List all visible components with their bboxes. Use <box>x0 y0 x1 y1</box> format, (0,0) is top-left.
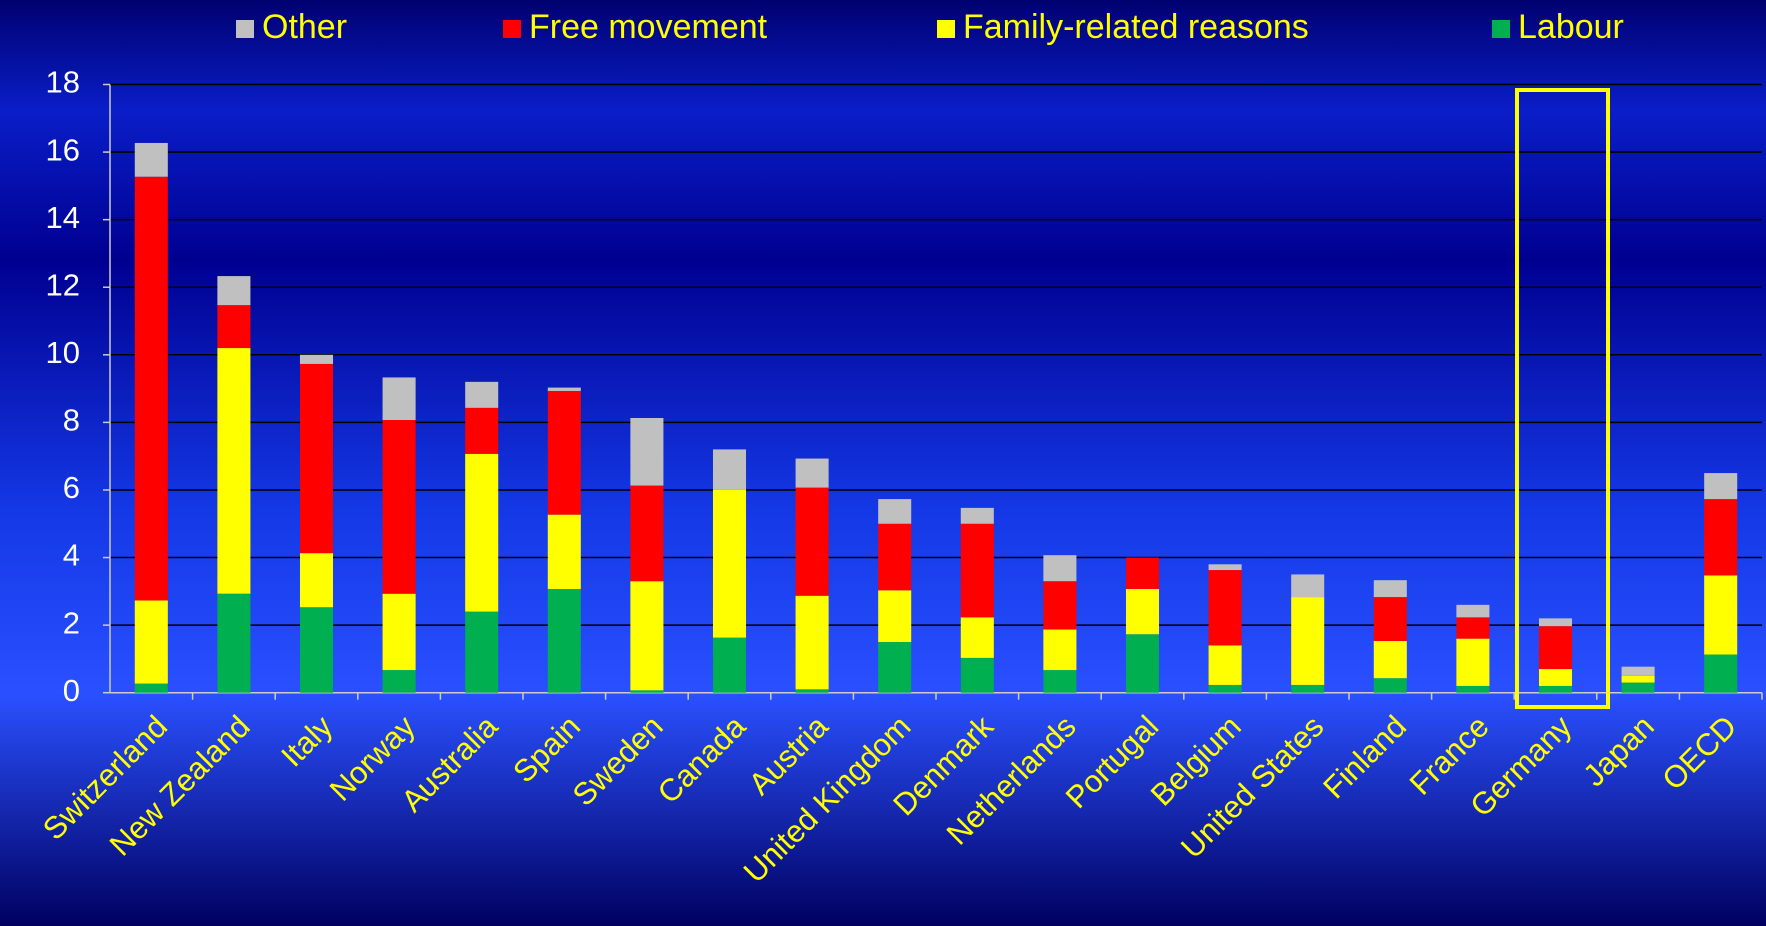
bar-segment <box>547 514 581 589</box>
legend-label: Other <box>262 8 347 46</box>
bar-segment <box>878 523 912 591</box>
bar-segment <box>1373 678 1407 693</box>
bar-segment <box>795 487 829 596</box>
bar-segment <box>134 600 168 684</box>
bar-segment <box>960 617 994 658</box>
bar-segment <box>134 683 168 693</box>
bar-segment <box>299 354 334 364</box>
bar-segment <box>1456 685 1490 693</box>
bar-segment <box>960 507 994 524</box>
legend-label: Family-related reasons <box>963 8 1309 46</box>
bar-segment <box>382 420 416 594</box>
bar-segment <box>878 590 912 643</box>
bar-segment <box>547 588 581 693</box>
bar-segment <box>1538 626 1573 670</box>
bar-segment <box>1704 575 1738 655</box>
bar-segment <box>134 176 168 601</box>
bar-segment <box>630 417 664 486</box>
bar-segment <box>1125 557 1160 589</box>
bar-segment <box>1538 685 1573 693</box>
y-tick-label: 4 <box>63 538 80 573</box>
bar-segment <box>1373 641 1407 679</box>
bar-segment <box>1373 597 1407 642</box>
bar-segment <box>382 593 416 671</box>
legend-label: Labour <box>1518 8 1624 46</box>
y-tick-label: 6 <box>63 470 80 505</box>
bar-segment <box>382 377 416 421</box>
bar-segment <box>1125 588 1160 635</box>
bar-segment <box>712 449 747 490</box>
bar-segment <box>1621 666 1655 676</box>
bar-segment <box>465 381 499 408</box>
y-tick-label: 14 <box>46 200 80 235</box>
bar-segment <box>960 657 994 693</box>
bar-segment <box>465 611 499 693</box>
bar-segment <box>1043 555 1077 582</box>
bar-segment <box>878 499 912 524</box>
bar-segment <box>1291 684 1325 693</box>
bar-segment <box>1704 654 1738 693</box>
y-tick-label: 0 <box>63 673 80 708</box>
bar-segment <box>1538 618 1573 627</box>
bar-segment <box>1456 638 1490 686</box>
y-tick-label: 2 <box>63 605 80 640</box>
bar-segment <box>712 489 747 638</box>
bar-segment <box>795 595 829 690</box>
bar-segment <box>1538 669 1573 686</box>
bar-segment <box>878 642 912 693</box>
legend-swatch <box>503 20 521 38</box>
bar-segment <box>1704 473 1738 500</box>
bar-segment <box>382 670 416 693</box>
bar-segment <box>795 458 829 488</box>
bar-segment <box>547 390 581 515</box>
bar-segment <box>217 593 251 693</box>
legend-swatch <box>1492 20 1510 38</box>
bar-segment <box>960 523 994 618</box>
bar-segment <box>1208 570 1242 646</box>
bar-segment <box>1043 581 1077 630</box>
bar-segment <box>299 607 334 693</box>
bar-segment <box>630 581 664 691</box>
bar-segment <box>1373 580 1407 598</box>
y-tick-label: 18 <box>46 65 80 100</box>
bar-segment <box>1043 629 1077 671</box>
bar-segment <box>217 305 251 349</box>
bar-segment <box>1043 670 1077 693</box>
bar-segment <box>1291 597 1325 685</box>
bar-segment <box>1456 617 1490 639</box>
bar-segment <box>630 485 664 582</box>
bar-segment <box>547 387 581 391</box>
y-tick-label: 8 <box>63 403 80 438</box>
bar-segment <box>712 637 747 693</box>
y-tick-label: 12 <box>46 267 80 302</box>
bar-segment <box>1208 564 1242 571</box>
bar-segment <box>1456 604 1490 618</box>
bar-segment <box>1704 499 1738 576</box>
bar-segment <box>299 553 334 608</box>
bar-segment <box>1621 682 1655 693</box>
bar-segment <box>465 453 499 612</box>
bar-segment <box>1291 574 1325 598</box>
bar-segment <box>134 142 168 177</box>
highlight-box <box>1515 88 1610 709</box>
bar-segment <box>630 690 664 693</box>
legend-label: Free movement <box>529 8 768 46</box>
bar-segment <box>1621 675 1655 683</box>
legend-swatch <box>937 20 955 38</box>
y-tick-label: 16 <box>46 132 80 167</box>
bar-segment <box>217 348 251 594</box>
y-tick-label: 10 <box>46 335 80 370</box>
bar-segment <box>1208 684 1242 693</box>
legend-swatch <box>236 20 254 38</box>
bar-segment <box>217 276 251 306</box>
bar-segment <box>299 363 334 554</box>
bar-segment <box>1125 634 1160 693</box>
bar-segment <box>795 689 829 693</box>
bar-segment <box>465 407 499 454</box>
bar-segment <box>1208 645 1242 685</box>
